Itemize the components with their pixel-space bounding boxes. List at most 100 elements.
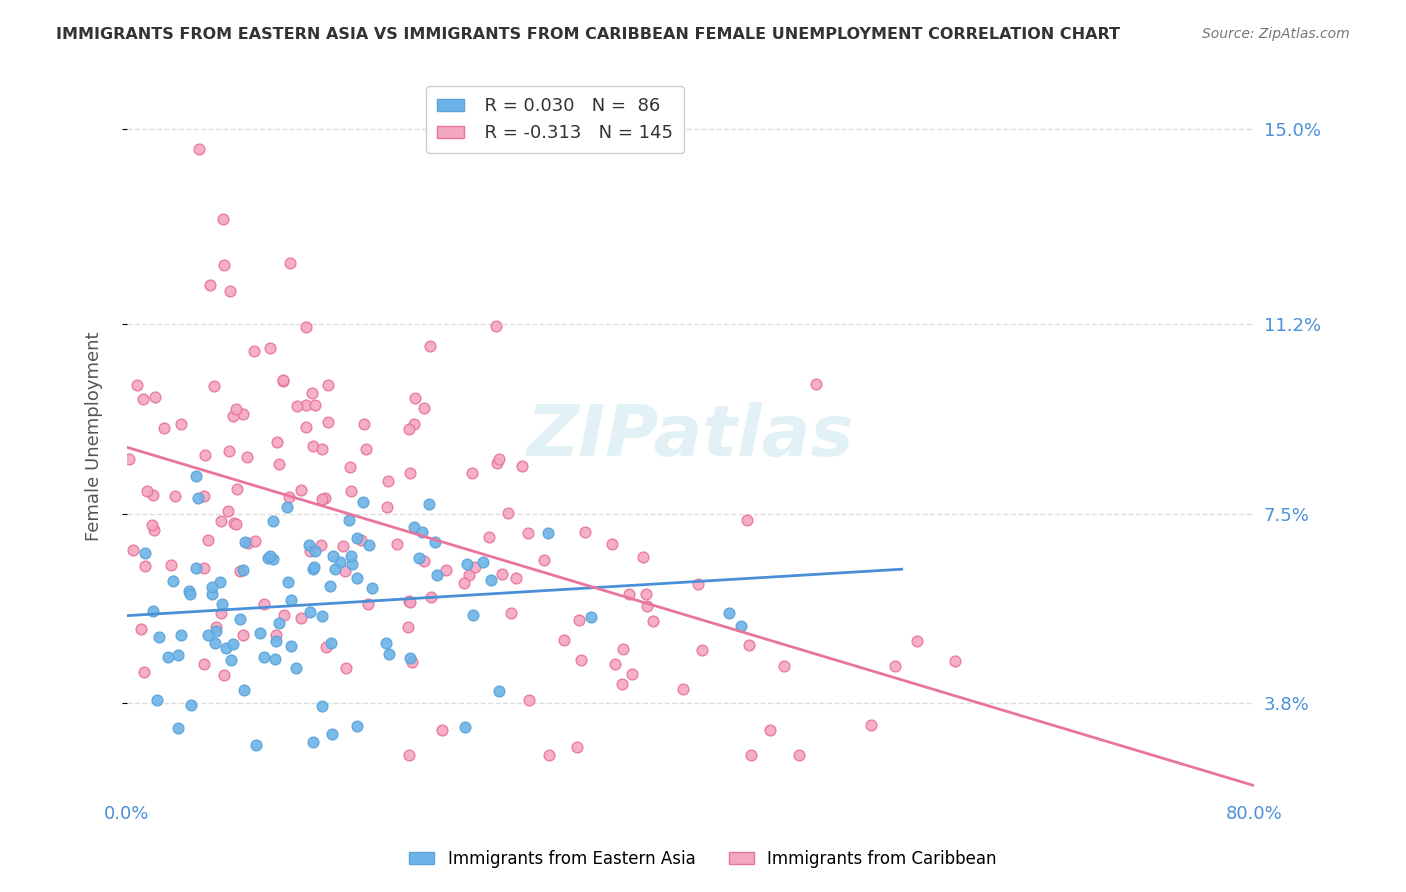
Point <box>200 278 222 293</box>
Text: IMMIGRANTS FROM EASTERN ASIA VS IMMIGRANTS FROM CARIBBEAN FEMALE UNEMPLOYMENT CO: IMMIGRANTS FROM EASTERN ASIA VS IMMIGRAN… <box>56 27 1121 42</box>
Point <box>643 614 665 628</box>
Point <box>773 658 796 673</box>
Point <box>346 571 368 585</box>
Point <box>127 378 149 392</box>
Point <box>212 668 235 682</box>
Point <box>499 606 522 620</box>
Legend: Immigrants from Eastern Asia, Immigrants from Caribbean: Immigrants from Eastern Asia, Immigrants… <box>402 844 1004 875</box>
Point <box>718 606 741 620</box>
Point <box>267 457 290 471</box>
Point <box>129 622 152 636</box>
Point <box>859 717 882 731</box>
Point <box>184 561 207 575</box>
Point <box>232 408 254 422</box>
Point <box>738 638 761 652</box>
Point <box>356 597 378 611</box>
Point <box>205 624 228 638</box>
Point <box>553 632 575 647</box>
Point <box>311 609 333 624</box>
Point <box>631 550 654 565</box>
Point <box>302 439 325 453</box>
Point <box>197 628 219 642</box>
Point <box>211 597 233 611</box>
Point <box>505 571 527 585</box>
Point <box>298 538 321 552</box>
Point <box>160 558 183 573</box>
Point <box>218 284 240 298</box>
Point <box>222 516 245 531</box>
Point <box>426 568 449 582</box>
Point <box>375 500 398 514</box>
Point <box>156 650 179 665</box>
Point <box>332 539 354 553</box>
Point <box>184 469 207 483</box>
Point <box>401 655 423 669</box>
Point <box>398 620 420 634</box>
Point <box>225 482 247 496</box>
Point <box>243 344 266 359</box>
Point <box>132 392 155 406</box>
Point <box>321 727 343 741</box>
Point <box>430 723 453 738</box>
Point <box>346 719 368 733</box>
Point <box>311 698 333 713</box>
Point <box>488 452 510 467</box>
Point <box>884 659 907 673</box>
Point <box>162 574 184 588</box>
Point <box>304 559 326 574</box>
Point <box>337 512 360 526</box>
Point <box>479 574 502 588</box>
Point <box>167 721 190 735</box>
Point <box>491 567 513 582</box>
Point <box>134 559 156 574</box>
Point <box>399 651 422 665</box>
Point <box>142 604 165 618</box>
Point <box>357 538 380 552</box>
Point <box>537 525 560 540</box>
Point <box>402 417 425 431</box>
Point <box>143 523 166 537</box>
Point <box>262 552 284 566</box>
Point <box>574 524 596 539</box>
Point <box>253 597 276 611</box>
Point <box>148 630 170 644</box>
Point <box>217 504 239 518</box>
Point <box>262 514 284 528</box>
Point <box>339 459 361 474</box>
Point <box>346 531 368 545</box>
Point <box>225 517 247 532</box>
Point <box>600 537 623 551</box>
Point <box>636 599 658 613</box>
Text: ZIPatlas: ZIPatlas <box>527 402 853 471</box>
Point <box>290 483 312 497</box>
Point <box>295 320 318 334</box>
Point <box>179 584 201 599</box>
Point <box>309 538 332 552</box>
Point <box>215 641 238 656</box>
Point <box>806 377 828 392</box>
Point <box>314 491 336 505</box>
Point <box>311 442 333 457</box>
Point <box>352 494 374 508</box>
Point <box>690 643 713 657</box>
Point <box>146 692 169 706</box>
Point <box>408 550 430 565</box>
Point <box>377 474 399 488</box>
Point <box>193 561 215 575</box>
Point <box>361 581 384 595</box>
Point <box>304 543 326 558</box>
Point <box>354 442 377 457</box>
Point <box>280 639 302 653</box>
Point <box>461 466 484 480</box>
Point <box>411 525 433 540</box>
Point <box>222 637 245 651</box>
Point <box>404 391 426 405</box>
Point <box>420 590 443 604</box>
Point <box>214 258 236 272</box>
Point <box>294 398 316 412</box>
Point <box>205 620 228 634</box>
Point <box>485 318 508 333</box>
Point <box>193 657 215 672</box>
Point <box>122 542 145 557</box>
Point <box>398 747 420 762</box>
